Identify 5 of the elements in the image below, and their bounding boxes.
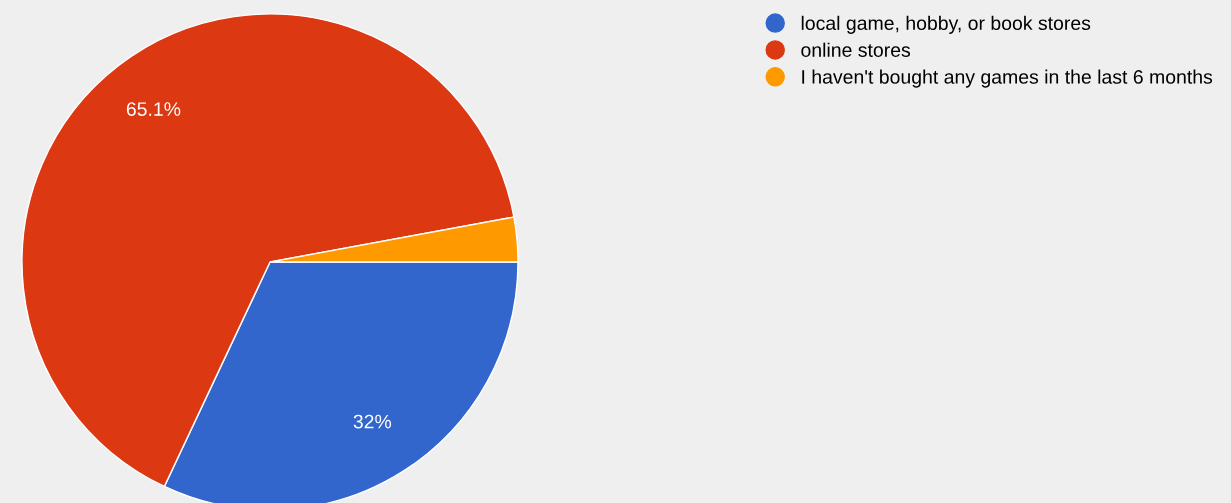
data-label: 32% xyxy=(353,414,392,429)
legend-label: I haven't bought any games in the last 6 months xyxy=(802,69,1213,88)
legend-label: local game, hobby, or book stores xyxy=(801,15,1091,34)
legend-label: online stores xyxy=(801,42,911,57)
data-label: 65.1% xyxy=(126,102,181,116)
